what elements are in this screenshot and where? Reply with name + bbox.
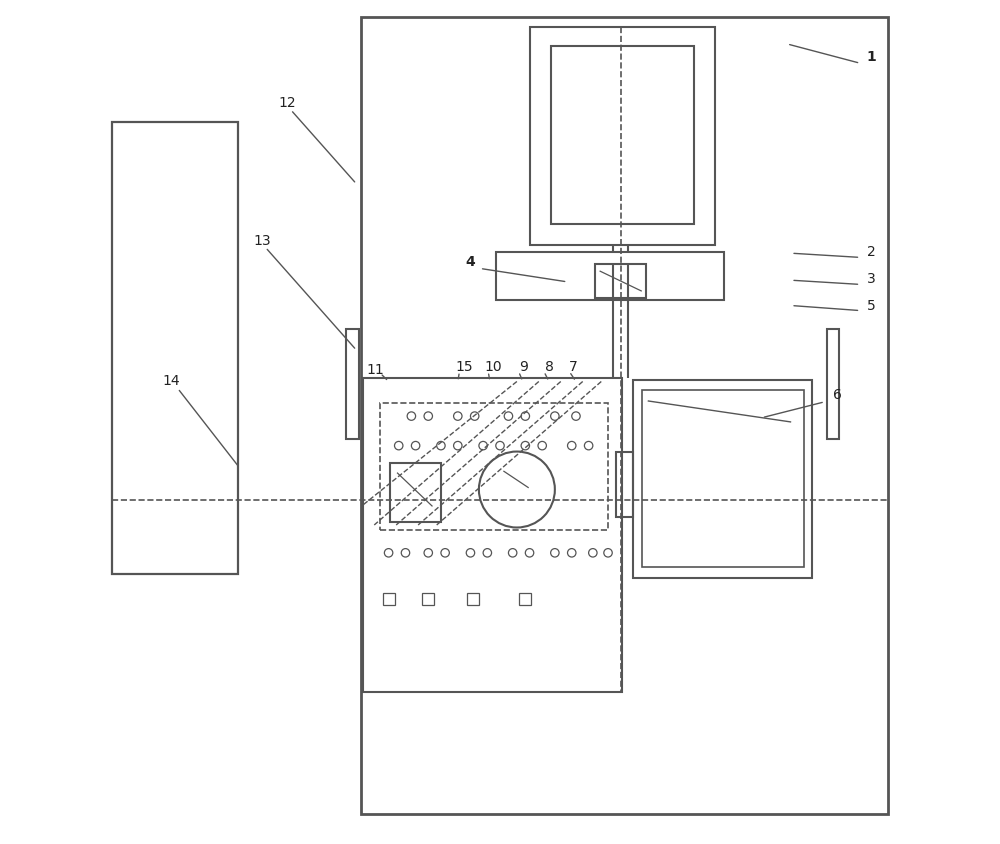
Text: 12: 12: [278, 96, 296, 110]
Bar: [346, 329, 359, 439]
Text: 2: 2: [867, 245, 876, 258]
Bar: [633, 380, 812, 578]
Bar: [383, 593, 394, 605]
Bar: [363, 378, 622, 692]
Text: 8: 8: [545, 360, 553, 374]
Bar: [595, 264, 646, 298]
Bar: [616, 452, 633, 517]
Bar: [519, 593, 531, 605]
Bar: [380, 403, 608, 530]
Text: 6: 6: [833, 388, 842, 402]
Bar: [496, 252, 724, 300]
Text: 14: 14: [162, 375, 180, 388]
Bar: [361, 17, 888, 814]
Text: 15: 15: [456, 360, 473, 374]
Bar: [551, 46, 694, 224]
Text: 4: 4: [466, 255, 475, 268]
Text: 5: 5: [867, 299, 876, 312]
Text: 10: 10: [484, 360, 502, 374]
Text: 11: 11: [366, 363, 384, 376]
Bar: [390, 463, 441, 522]
Bar: [422, 593, 434, 605]
Text: 7: 7: [569, 360, 578, 374]
Text: 13: 13: [253, 234, 271, 247]
Bar: [827, 329, 839, 439]
Bar: [467, 593, 479, 605]
Bar: [642, 390, 804, 567]
Text: 3: 3: [867, 272, 876, 285]
Bar: [530, 27, 715, 245]
Text: 1: 1: [866, 51, 876, 64]
Text: 9: 9: [519, 360, 528, 374]
Bar: [112, 122, 238, 574]
